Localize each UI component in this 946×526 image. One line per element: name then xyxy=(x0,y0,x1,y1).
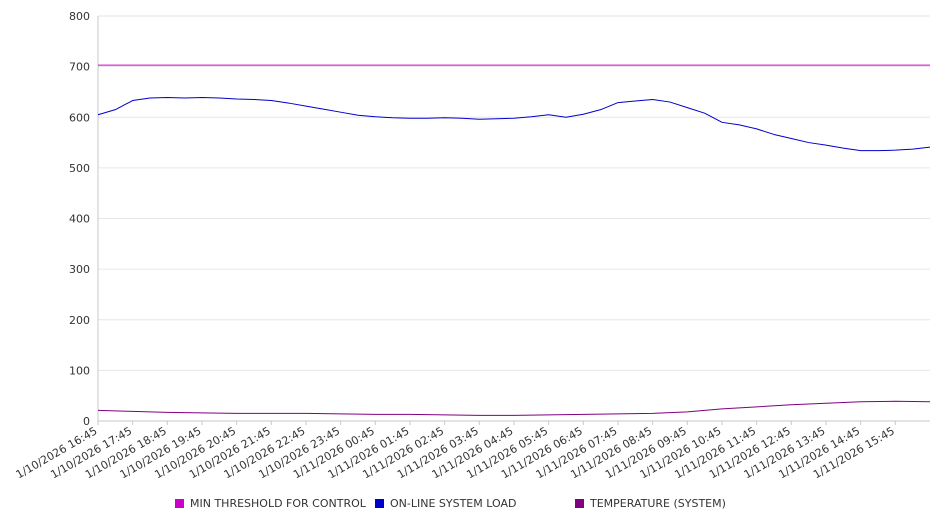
legend-item-system-load: ON-LINE SYSTEM LOAD xyxy=(375,497,516,510)
legend-label-system-load: ON-LINE SYSTEM LOAD xyxy=(390,497,517,510)
legend-swatch-threshold xyxy=(175,499,184,508)
y-tick-label: 100 xyxy=(69,364,90,377)
y-tick-label: 700 xyxy=(69,61,90,74)
y-tick-label: 0 xyxy=(83,415,90,428)
series-line-2 xyxy=(97,400,931,416)
legend-label-threshold: MIN THRESHOLD FOR CONTROL xyxy=(190,497,366,510)
legend-swatch-temperature xyxy=(575,499,584,508)
y-tick-label: 300 xyxy=(69,263,90,276)
legend-item-threshold: MIN THRESHOLD FOR CONTROL xyxy=(175,497,366,510)
y-tick-label: 200 xyxy=(69,314,90,327)
legend-item-temperature: TEMPERATURE (SYSTEM) xyxy=(575,497,726,510)
y-tick-label: 500 xyxy=(69,162,90,175)
series-line-1 xyxy=(97,97,931,152)
legend-label-temperature: TEMPERATURE (SYSTEM) xyxy=(590,497,726,510)
y-tick-label: 800 xyxy=(69,10,90,23)
y-tick-label: 600 xyxy=(69,111,90,124)
legend-swatch-system-load xyxy=(375,499,384,508)
legend: MIN THRESHOLD FOR CONTROL ON-LINE SYSTEM… xyxy=(0,497,946,515)
y-tick-label: 400 xyxy=(69,213,90,226)
